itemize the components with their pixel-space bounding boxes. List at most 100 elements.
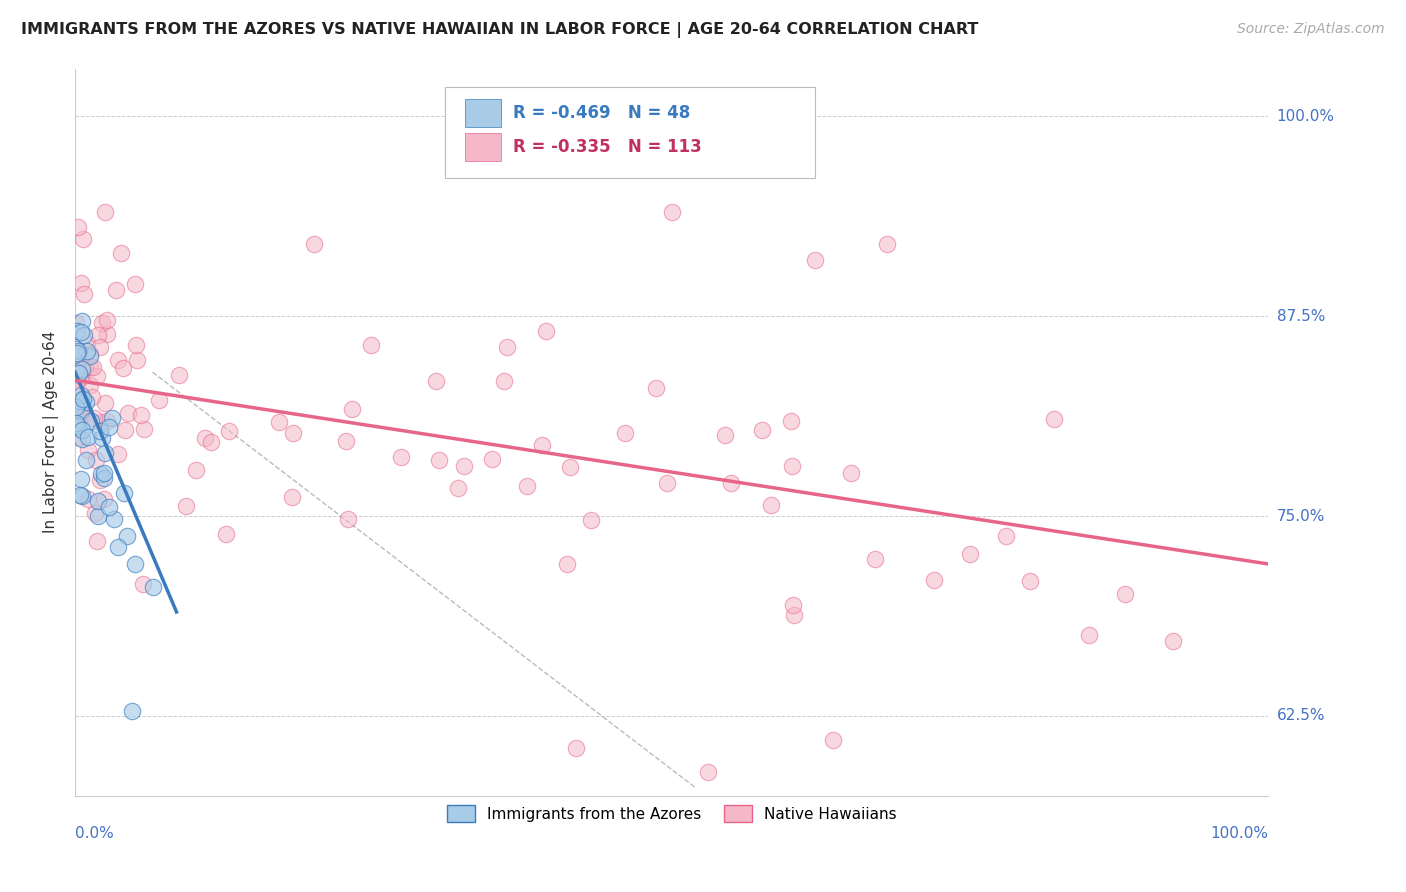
Point — [79, 346, 101, 360]
Point — [169, 368, 191, 382]
Point — [65, 376, 87, 391]
Point — [579, 513, 602, 527]
Point — [65, 416, 87, 430]
Point — [427, 453, 450, 467]
Point — [959, 547, 981, 561]
Point — [70, 325, 93, 339]
Point — [97, 420, 120, 434]
Point — [73, 327, 96, 342]
Point — [70, 423, 93, 437]
Point — [77, 443, 100, 458]
Text: R = -0.469   N = 48: R = -0.469 N = 48 — [513, 103, 690, 122]
Text: 100.0%: 100.0% — [1277, 109, 1334, 124]
Point — [65, 363, 87, 377]
Point — [124, 557, 146, 571]
Point — [66, 366, 89, 380]
Point — [69, 488, 91, 502]
Point — [112, 360, 135, 375]
Point — [91, 431, 114, 445]
Point — [281, 490, 304, 504]
Point — [340, 402, 363, 417]
Point — [69, 371, 91, 385]
Point — [93, 491, 115, 506]
Point — [107, 447, 129, 461]
Point — [93, 446, 115, 460]
Point — [70, 361, 93, 376]
Point — [79, 349, 101, 363]
Point — [200, 434, 222, 449]
Point — [492, 374, 515, 388]
Point — [67, 219, 90, 234]
Point — [129, 408, 152, 422]
Point — [83, 506, 105, 520]
Point — [100, 411, 122, 425]
Point — [613, 426, 636, 441]
Point — [924, 573, 946, 587]
Point — [1161, 634, 1184, 648]
Point — [79, 377, 101, 392]
Point — [558, 459, 581, 474]
Text: 62.5%: 62.5% — [1277, 708, 1326, 723]
Point — [713, 428, 735, 442]
Point — [1042, 411, 1064, 425]
Point — [79, 360, 101, 375]
Point — [821, 732, 844, 747]
Point — [77, 491, 100, 506]
Point — [335, 434, 357, 449]
Point — [103, 511, 125, 525]
Point — [70, 489, 93, 503]
Text: Source: ZipAtlas.com: Source: ZipAtlas.com — [1237, 22, 1385, 37]
Point — [994, 529, 1017, 543]
Point — [107, 540, 129, 554]
Point — [86, 369, 108, 384]
Point — [124, 277, 146, 292]
Point — [70, 313, 93, 327]
Point — [65, 342, 87, 356]
Point — [93, 467, 115, 481]
Point — [87, 493, 110, 508]
Point — [76, 336, 98, 351]
Point — [72, 392, 94, 407]
Point — [782, 598, 804, 612]
Point — [65, 316, 87, 330]
Point — [69, 388, 91, 402]
Point — [516, 479, 538, 493]
Point — [696, 764, 718, 779]
Point — [75, 453, 97, 467]
Point — [87, 327, 110, 342]
Point — [75, 395, 97, 409]
Point — [73, 287, 96, 301]
Point — [66, 401, 89, 416]
Point — [72, 432, 94, 446]
Point — [77, 430, 100, 444]
Point — [69, 394, 91, 409]
Text: 100.0%: 100.0% — [1211, 826, 1268, 841]
Text: IMMIGRANTS FROM THE AZORES VS NATIVE HAWAIIAN IN LABOR FORCE | AGE 20-64 CORRELA: IMMIGRANTS FROM THE AZORES VS NATIVE HAW… — [21, 22, 979, 38]
Point — [104, 283, 127, 297]
Point — [73, 409, 96, 423]
Text: 75.0%: 75.0% — [1277, 508, 1324, 524]
Point — [780, 459, 803, 474]
Point — [481, 452, 503, 467]
Point — [110, 246, 132, 260]
Point — [281, 425, 304, 440]
Point — [96, 414, 118, 428]
Text: R = -0.335   N = 113: R = -0.335 N = 113 — [513, 138, 702, 156]
Point — [90, 317, 112, 331]
Point — [96, 326, 118, 341]
Point — [218, 425, 240, 439]
Point — [302, 237, 325, 252]
Point — [69, 366, 91, 380]
Point — [555, 557, 578, 571]
Point — [79, 414, 101, 428]
Point — [67, 346, 90, 360]
Point — [89, 424, 111, 438]
Point — [73, 360, 96, 375]
Point — [531, 438, 554, 452]
Point — [783, 607, 806, 622]
Point — [65, 400, 87, 414]
Point — [759, 498, 782, 512]
Point — [72, 232, 94, 246]
Point — [80, 390, 103, 404]
Point — [360, 338, 382, 352]
